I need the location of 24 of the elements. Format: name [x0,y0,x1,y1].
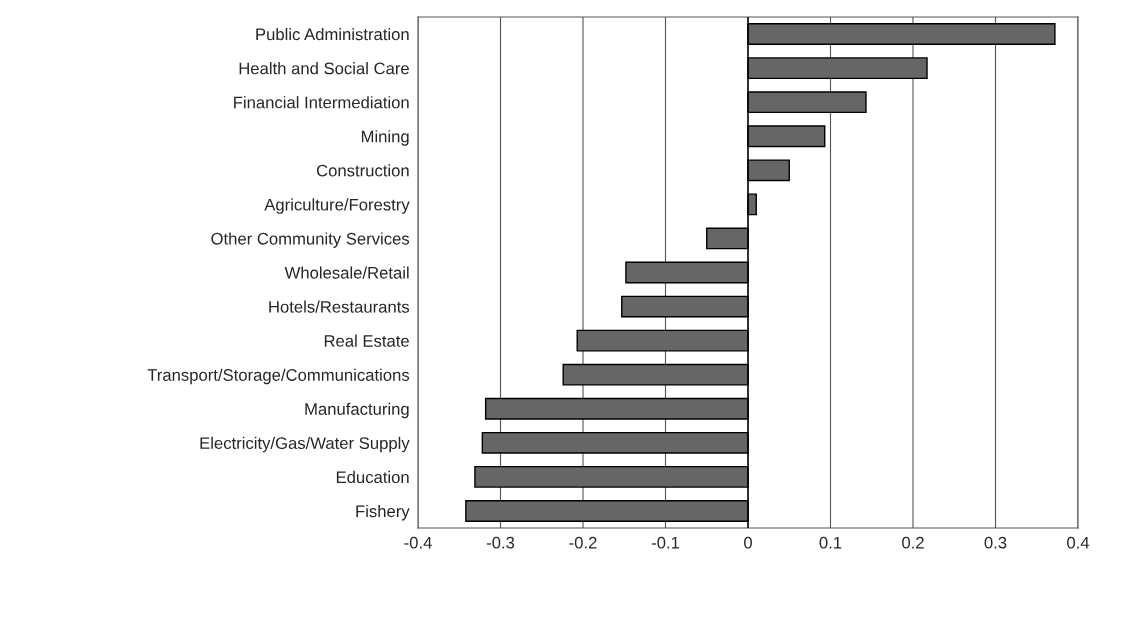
y-tick-label: Hotels/Restaurants [269,300,410,313]
y-tick-label: Manufacturing [305,402,409,419]
y-tick-label: Fishery [356,504,410,521]
y-tick-label: Education [336,470,409,484]
y-tick-label: Electricity/Gas/Water Supply [200,436,410,453]
y-tick-label: Real Estate [324,334,409,347]
y-tick-label: Health and Social Care [239,62,409,75]
y-tick-label: Financial Intermediation [234,96,409,109]
x-tick-label: -0.3 [486,536,515,549]
x-tick-label: -0.1 [651,536,680,549]
x-tick-label: 0.3 [984,536,1007,549]
y-tick-label: Public Administration [256,27,409,41]
y-tick-label: Wholesale/Retail [284,266,409,279]
x-tick-label: 0.4 [1067,536,1090,549]
y-tick-label: Other Community Services [211,232,410,248]
x-tick-label: -0.2 [569,536,597,549]
x-tick-label: 0.2 [902,536,924,549]
x-tick-label: -0.4 [404,536,432,549]
x-tick-label: 0 [744,536,752,549]
y-tick-label: Mining [361,130,409,146]
y-tick-label: Transport/Storage/Communications [147,368,410,385]
y-tick-label: Construction [316,164,409,177]
y-tick-label: Agriculture/Forestry [264,198,410,214]
x-tick-label: 0.1 [819,536,842,549]
